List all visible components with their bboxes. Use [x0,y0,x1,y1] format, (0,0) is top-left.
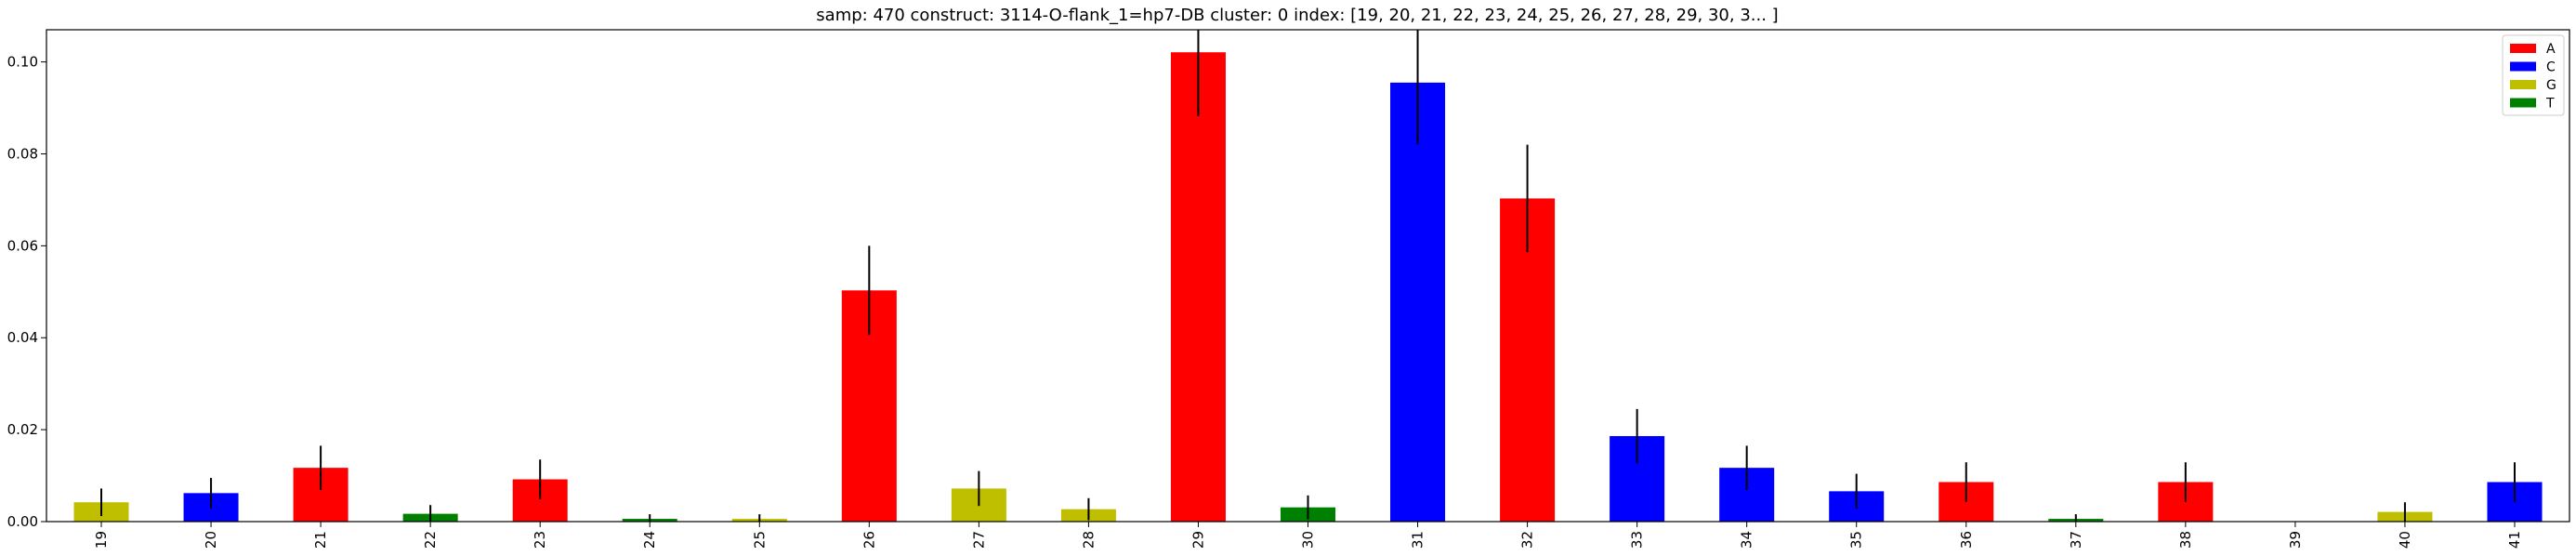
legend-swatch-G [2510,80,2536,89]
bar-31 [1390,82,1446,523]
x-tick-label: 19 [93,531,110,549]
x-tick-label: 33 [1629,531,1646,549]
y-tick-label: 0.08 [7,145,38,162]
x-tick-label: 32 [1519,531,1536,549]
x-tick-label: 27 [970,531,987,549]
x-tick-label: 30 [1300,531,1317,549]
legend-label-A: A [2546,42,2556,57]
y-tick-label: 0.06 [7,237,38,254]
x-tick-label: 26 [861,531,877,549]
x-tick-label: 39 [2287,531,2304,549]
x-tick-label: 24 [641,531,658,549]
x-tick-label: 20 [203,531,219,549]
x-tick-label: 25 [751,531,768,549]
x-tick-label: 38 [2177,531,2194,549]
legend-swatch-C [2510,61,2536,72]
legend-swatch-T [2510,98,2536,108]
x-tick-label: 29 [1189,531,1206,549]
legend-label-G: G [2546,78,2556,93]
x-tick-label: 41 [2506,531,2523,549]
x-axis: 19 20 21 22 23 24 25 26 27 28 29 30 31 32 33 34 35 36 37 38… [93,522,2523,549]
bar-29 [1170,52,1226,523]
x-tick-label: 36 [1958,531,1975,549]
y-tick-label: 0.02 [7,421,38,438]
y-axis: 0.00 0.02 0.04 0.06 0.08 0.10 [7,54,46,530]
y-tick-label: 0.00 [7,513,38,530]
x-tick-label: 34 [1739,531,1755,549]
x-tick-label: 21 [312,531,329,549]
x-tick-label: 37 [2068,531,2084,549]
y-tick-label: 0.04 [7,329,38,346]
chart-title: samp: 470 construct: 3114-O-flank_1=hp7-… [816,6,1778,25]
plot-area [46,29,2570,523]
legend-box [2502,34,2565,116]
bar-32 [1500,198,1556,522]
legend-label-C: C [2546,60,2556,75]
x-tick-label: 35 [1848,531,1865,549]
x-tick-label: 40 [2397,531,2413,549]
legend-swatch-A [2510,44,2536,53]
x-tick-label: 23 [532,531,548,549]
legend-label-T: T [2545,97,2555,112]
y-tick-label: 0.10 [7,54,38,71]
x-tick-label: 28 [1080,531,1097,549]
x-tick-label: 22 [422,531,439,549]
x-tick-label: 31 [1410,531,1426,549]
